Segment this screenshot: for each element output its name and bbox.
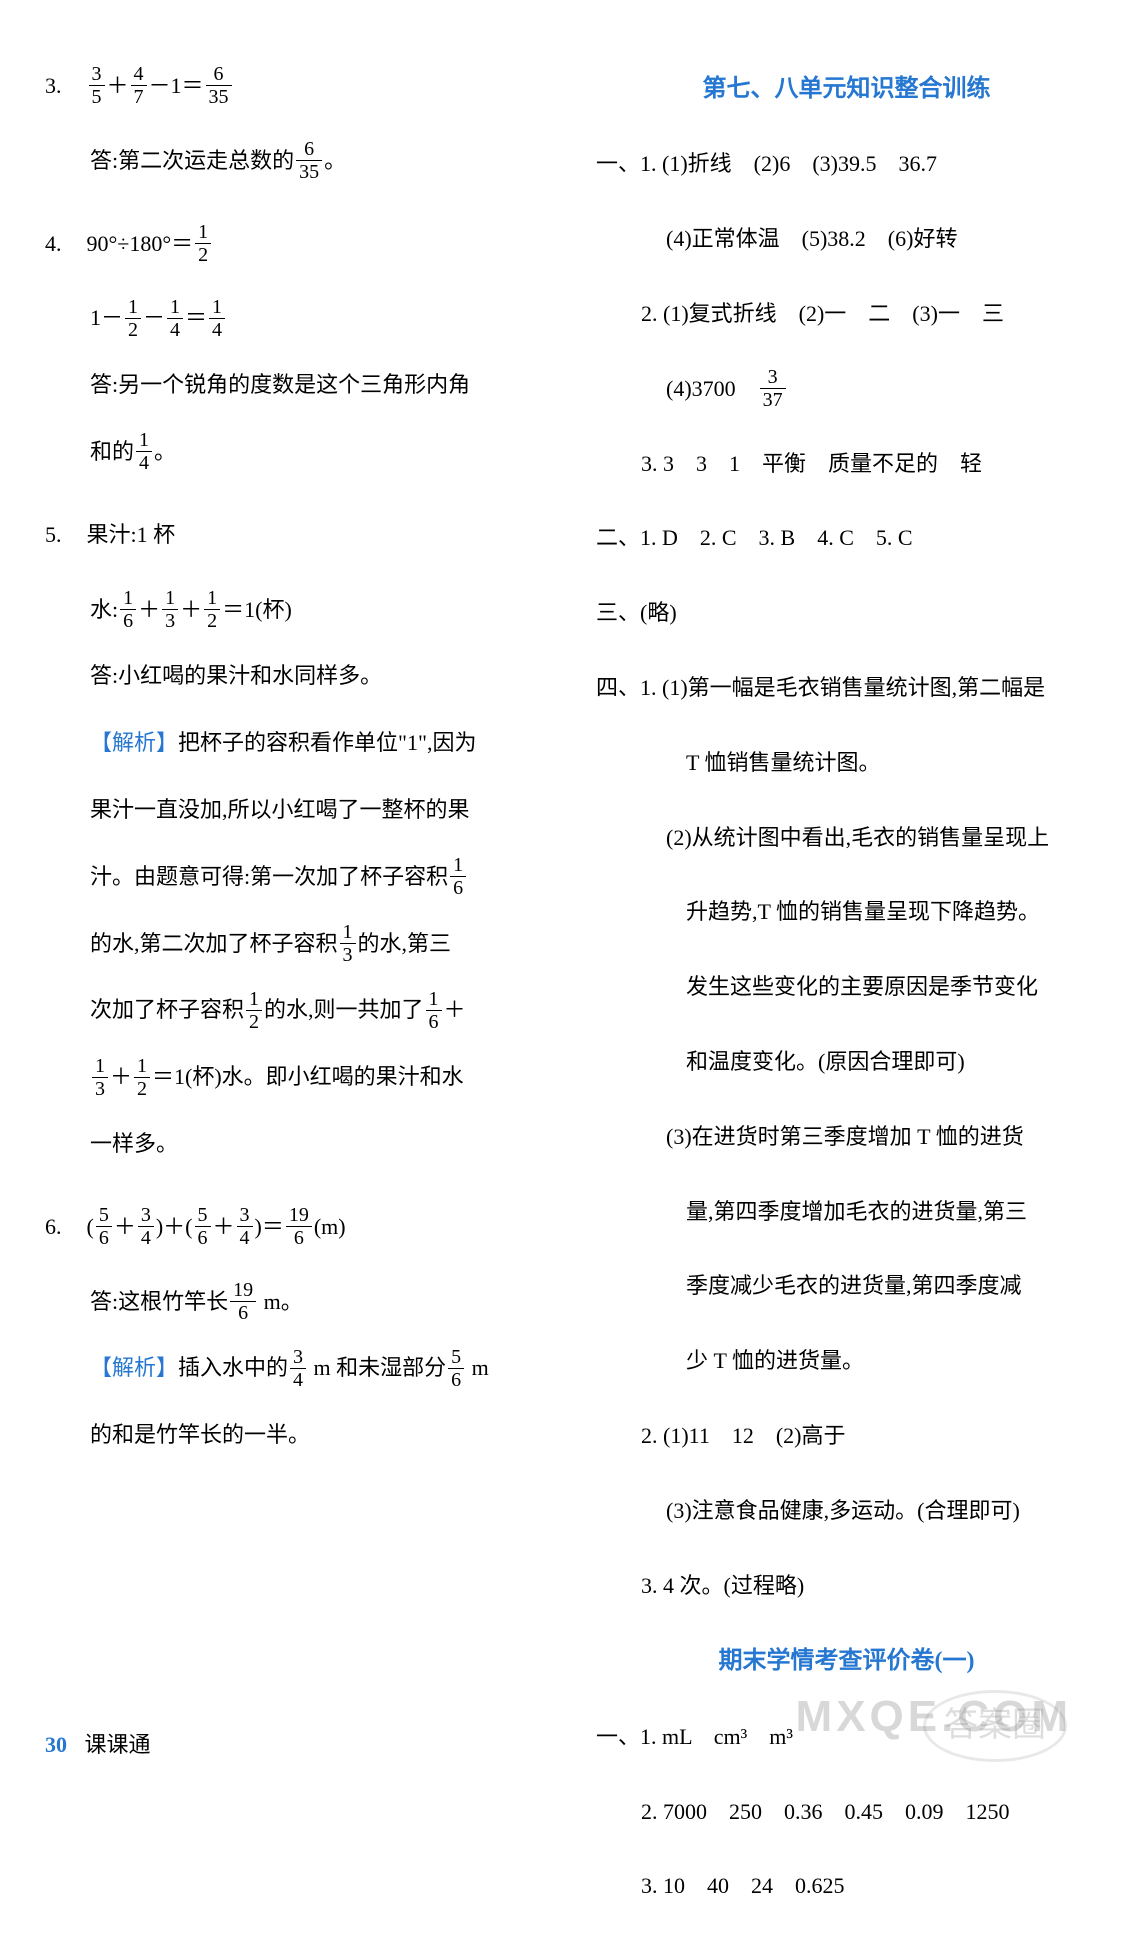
frac: 14 <box>209 297 225 340</box>
frac: 13 <box>340 922 356 965</box>
s1-1b: (4)正常体温 (5)38.2 (6)好转 <box>596 213 1097 266</box>
question-5: 5. 果汁:1 杯 <box>45 509 546 562</box>
left-column: 3. 35＋47－1＝635 答:第二次运走总数的635。 4. 90°÷180… <box>45 60 546 1935</box>
frac: 12 <box>204 588 220 631</box>
frac: 34 <box>237 1205 253 1248</box>
frac: 56 <box>195 1205 211 1248</box>
frac: 16 <box>426 989 442 1032</box>
q4-ans1: 答:另一个锐角的度数是这个三角形内角 <box>45 359 546 412</box>
q4-num: 4. <box>45 218 81 271</box>
q5-e5: 次加了杯子容积12的水,则一共加了16＋ <box>45 984 546 1037</box>
s4-q2: 2. (1)11 12 (2)高于 <box>596 1410 1097 1463</box>
s5-2: 2. 7000 250 0.36 0.45 0.09 1250 <box>596 1786 1097 1839</box>
frac: 16 <box>450 855 466 898</box>
q6-exp1: 【解析】插入水中的34 m 和未湿部分56 m <box>45 1342 546 1395</box>
unit-title-1: 第七、八单元知识整合训练 <box>596 70 1097 108</box>
s4-q2b: (3)注意食品健康,多运动。(合理即可) <box>596 1485 1097 1538</box>
q5-e6: 13＋12＝1(杯)水。即小红喝的果汁和水 <box>45 1051 546 1104</box>
s4-2c: 发生这些变化的主要原因是季节变化 <box>596 961 1097 1014</box>
page-footer: 30 课课通 <box>45 1727 151 1762</box>
question-6: 6. (56＋34)＋(56＋34)＝196(m) <box>45 1201 546 1254</box>
q5-l2: 水:16＋13＋12＝1(杯) <box>45 584 546 637</box>
question-4: 4. 90°÷180°＝12 <box>45 218 546 271</box>
frac: 35 <box>89 64 105 107</box>
frac: 337 <box>760 367 786 410</box>
frac: 196 <box>230 1280 256 1323</box>
s4-3b: 量,第四季度增加毛衣的进货量,第三 <box>596 1186 1097 1239</box>
frac: 12 <box>195 222 211 265</box>
frac: 56 <box>448 1347 464 1390</box>
s5-3: 3. 10 40 24 0.625 <box>596 1860 1097 1913</box>
s1-2: 2. (1)复式折线 (2)一 二 (3)一 三 <box>596 288 1097 341</box>
frac: 16 <box>120 588 136 631</box>
q5-l3: 答:小红喝的果汁和水同样多。 <box>45 650 546 703</box>
frac: 635 <box>206 64 232 107</box>
s4-2d: 和温度变化。(原因合理即可) <box>596 1036 1097 1089</box>
frac: 12 <box>134 1056 150 1099</box>
q6-ans: 答:这根竹竿长196 m。 <box>45 1276 546 1329</box>
frac: 34 <box>138 1205 154 1248</box>
s4-1: 四、1. (1)第一幅是毛衣销售量统计图,第二幅是 <box>596 662 1097 715</box>
q3-num: 3. <box>45 60 81 113</box>
footer-text: 课课通 <box>85 1732 151 1757</box>
frac: 14 <box>136 430 152 473</box>
s1-2b: (4)3700 337 <box>596 363 1097 416</box>
s4-3: (3)在进货时第三季度增加 T 恤的进货 <box>596 1111 1097 1164</box>
q5-num: 5. <box>45 509 81 562</box>
analysis-label: 【解析】 <box>90 730 178 755</box>
s2: 二、1. D 2. C 3. B 4. C 5. C <box>596 512 1097 565</box>
frac: 56 <box>96 1205 112 1248</box>
q5-e3: 汁。由题意可得:第一次加了杯子容积16 <box>45 851 546 904</box>
frac: 196 <box>286 1205 312 1248</box>
q6-num: 6. <box>45 1201 81 1254</box>
s4-2b: 升趋势,T 恤的销售量呈现下降趋势。 <box>596 886 1097 939</box>
q6-exp2: 的和是竹竿长的一半。 <box>45 1409 546 1462</box>
page-number: 30 <box>45 1732 67 1757</box>
frac: 34 <box>290 1347 306 1390</box>
question-3: 3. 35＋47－1＝635 <box>45 60 546 113</box>
s1-3: 3. 3 3 1 平衡 质量不足的 轻 <box>596 438 1097 491</box>
s4-3d: 少 T 恤的进货量。 <box>596 1335 1097 1388</box>
frac: 47 <box>131 64 147 107</box>
q5-e4: 的水,第二次加了杯子容积13的水,第三 <box>45 918 546 971</box>
s4-1b: T 恤销售量统计图。 <box>596 737 1097 790</box>
s4-3c: 季度减少毛衣的进货量,第四季度减 <box>596 1260 1097 1313</box>
q5-e7: 一样多。 <box>45 1118 546 1171</box>
s3: 三、(略) <box>596 587 1097 640</box>
q4-line2: 1－12－14＝14 <box>45 292 546 345</box>
q4-ans2: 和的14。 <box>45 426 546 479</box>
frac: 12 <box>125 297 141 340</box>
analysis-label: 【解析】 <box>90 1355 178 1380</box>
s1-1: 一、1. (1)折线 (2)6 (3)39.5 36.7 <box>596 138 1097 191</box>
frac: 13 <box>162 588 178 631</box>
q5-e2: 果汁一直没加,所以小红喝了一整杯的果 <box>45 784 546 837</box>
s4-2: (2)从统计图中看出,毛衣的销售量呈现上 <box>596 812 1097 865</box>
unit-title-2: 期末学情考查评价卷(一) <box>596 1642 1097 1680</box>
s4-q3: 3. 4 次。(过程略) <box>596 1560 1097 1613</box>
right-column: 第七、八单元知识整合训练 一、1. (1)折线 (2)6 (3)39.5 36.… <box>596 60 1097 1935</box>
frac: 12 <box>246 989 262 1032</box>
frac: 14 <box>167 297 183 340</box>
frac: 635 <box>296 139 322 182</box>
page-container: 3. 35＋47－1＝635 答:第二次运走总数的635。 4. 90°÷180… <box>45 60 1097 1935</box>
watermark-en: MXQE.COM <box>796 1682 1072 1752</box>
q5-exp1: 【解析】把杯子的容积看作单位"1",因为 <box>45 717 546 770</box>
q3-answer: 答:第二次运走总数的635。 <box>45 135 546 188</box>
frac: 13 <box>92 1056 108 1099</box>
